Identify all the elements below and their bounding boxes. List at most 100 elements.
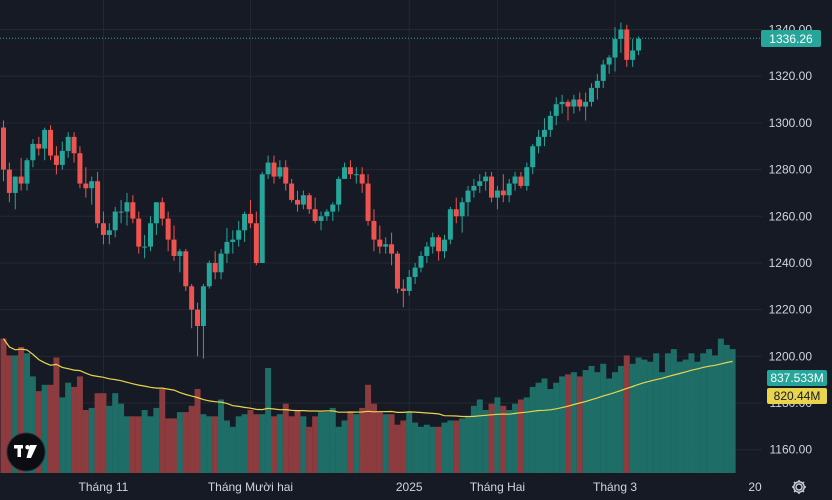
candle (430, 232, 436, 254)
volume-bar (18, 347, 25, 473)
volume-bar (206, 416, 213, 473)
candle (406, 269, 412, 296)
volume-badge: 837.533M (767, 370, 827, 386)
candle (494, 185, 500, 210)
candle (65, 132, 71, 158)
volume-bar (259, 414, 266, 473)
candle (530, 143, 536, 175)
candle (630, 38, 636, 67)
price-axis[interactable]: 1160.001180.001200.001220.001240.001260.… (769, 23, 813, 457)
volume-bar (147, 416, 154, 473)
volume-bar (600, 363, 607, 473)
volume-bar (682, 359, 689, 473)
candle (36, 136, 42, 156)
volume-bar (412, 422, 419, 473)
candle (442, 234, 447, 259)
gear-icon[interactable] (792, 480, 806, 494)
volume-bar (717, 338, 724, 473)
volume-bar (476, 399, 483, 473)
candle (265, 155, 271, 179)
volume-bar (318, 412, 325, 473)
volume-bar (76, 376, 83, 473)
candle (312, 197, 318, 224)
volume-ma-label: 820.44M (774, 389, 821, 403)
volume-bar (106, 405, 113, 473)
x-tick-label: Tháng Mười hai (208, 480, 293, 494)
y-tick-label: 1320.00 (769, 69, 813, 83)
volume-bar (153, 407, 160, 473)
candle (83, 167, 89, 198)
last-price-badge: 1336.26 (761, 30, 821, 47)
candle (359, 167, 365, 193)
volume-bar (247, 410, 254, 473)
candle (365, 174, 371, 226)
candle (59, 141, 65, 170)
candle (6, 162, 12, 203)
candle (624, 24, 630, 67)
candle (547, 111, 553, 137)
y-tick-label: 1220.00 (769, 303, 813, 317)
candle (600, 59, 606, 88)
candle (18, 157, 24, 191)
candle (218, 248, 224, 280)
candle (559, 94, 565, 114)
x-tick-label: Tháng 3 (593, 480, 637, 494)
candle (200, 283, 206, 359)
volume-bar (429, 426, 436, 473)
x-tick-label: Tháng Hai (470, 480, 525, 494)
volume-bar (59, 397, 66, 473)
volume-bar (323, 412, 330, 473)
volume-bar (229, 426, 236, 473)
volume-bar (447, 420, 454, 473)
time-axis[interactable]: Tháng 11 Tháng Mười hai 2025 Tháng Hai Tháng… (79, 480, 762, 494)
y-tick-label: 1200.00 (769, 349, 813, 363)
candle (324, 209, 330, 221)
volume-bar (88, 407, 95, 473)
candle (571, 94, 577, 114)
candles-layer (1, 22, 642, 359)
volume-bar (329, 407, 336, 473)
volume-bar (670, 349, 677, 473)
candle (277, 160, 283, 179)
volume-bar (441, 422, 448, 473)
volume-bar (29, 376, 36, 473)
candle (148, 216, 153, 252)
candle (606, 55, 612, 74)
volume-bar (335, 426, 342, 473)
candle (500, 174, 506, 203)
volume-bar (24, 353, 31, 473)
volume-bar (535, 382, 542, 473)
volume-bar (641, 359, 648, 473)
candle (618, 22, 624, 53)
candle (112, 206, 118, 238)
volume-bar (388, 414, 395, 473)
volume-bar (612, 372, 619, 473)
candle (636, 36, 642, 56)
volume-bar (729, 349, 736, 473)
volume-layer (0, 338, 736, 473)
volume-bar (559, 376, 566, 473)
volume-bar (141, 410, 148, 473)
volume-bar (470, 405, 477, 473)
volume-ma-line (3, 338, 733, 418)
candle (594, 73, 600, 100)
volume-bar (188, 405, 195, 473)
candle (259, 171, 265, 263)
volume-bar (629, 363, 636, 473)
volume-bar (182, 412, 189, 473)
volume-bar (517, 399, 524, 473)
volume-bar (235, 416, 242, 473)
candle (124, 192, 130, 226)
volume-bar (694, 361, 701, 473)
candle (418, 251, 424, 273)
candle (130, 195, 136, 224)
y-tick-label: 1240.00 (769, 256, 813, 270)
candle (436, 234, 442, 261)
tradingview-logo[interactable] (6, 432, 46, 472)
candle (577, 92, 583, 112)
candle (242, 211, 248, 242)
volume-bar (294, 410, 301, 473)
volume-bar (118, 403, 125, 473)
candle (524, 162, 530, 191)
